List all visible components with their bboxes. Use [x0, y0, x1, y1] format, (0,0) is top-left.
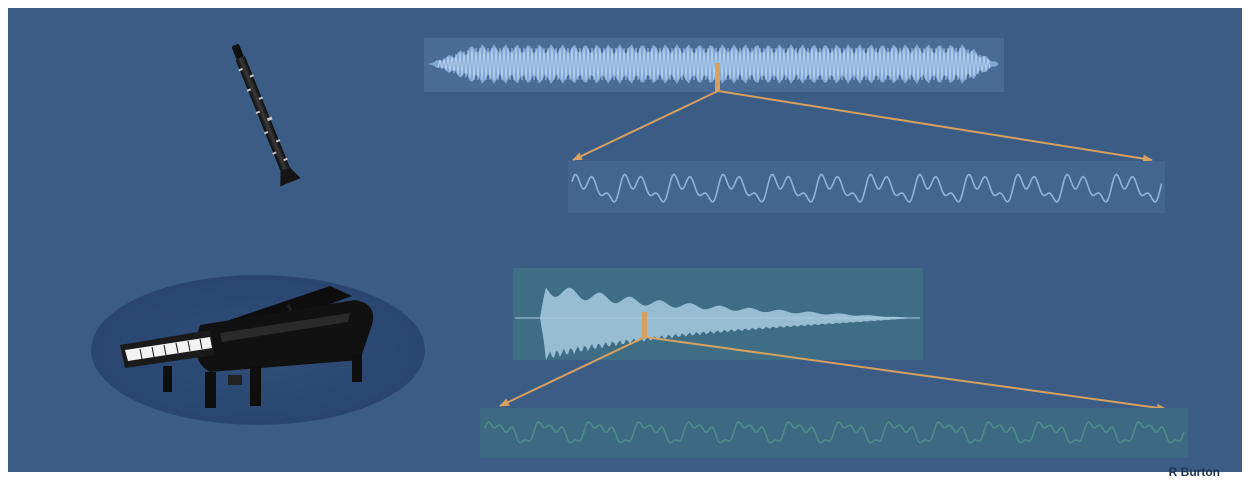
grand-piano-icon	[120, 286, 374, 408]
piano-sample-marker	[642, 312, 647, 338]
author-credit: R Burton	[1168, 465, 1220, 479]
piano-detail-waveform	[484, 420, 1185, 444]
piano-waveform	[540, 287, 914, 361]
clarinet-zoom-arrow-left	[572, 90, 719, 161]
clarinet-waveform	[428, 44, 998, 84]
clarinet-sample-marker	[715, 63, 720, 91]
piano-zoom-arrow-left	[499, 336, 646, 407]
piano-zoom-arrow-right	[644, 336, 1167, 412]
clarinet-icon	[231, 44, 301, 187]
clarinet-zoom-arrow-right	[717, 90, 1153, 163]
clarinet-detail-waveform	[571, 173, 1163, 203]
